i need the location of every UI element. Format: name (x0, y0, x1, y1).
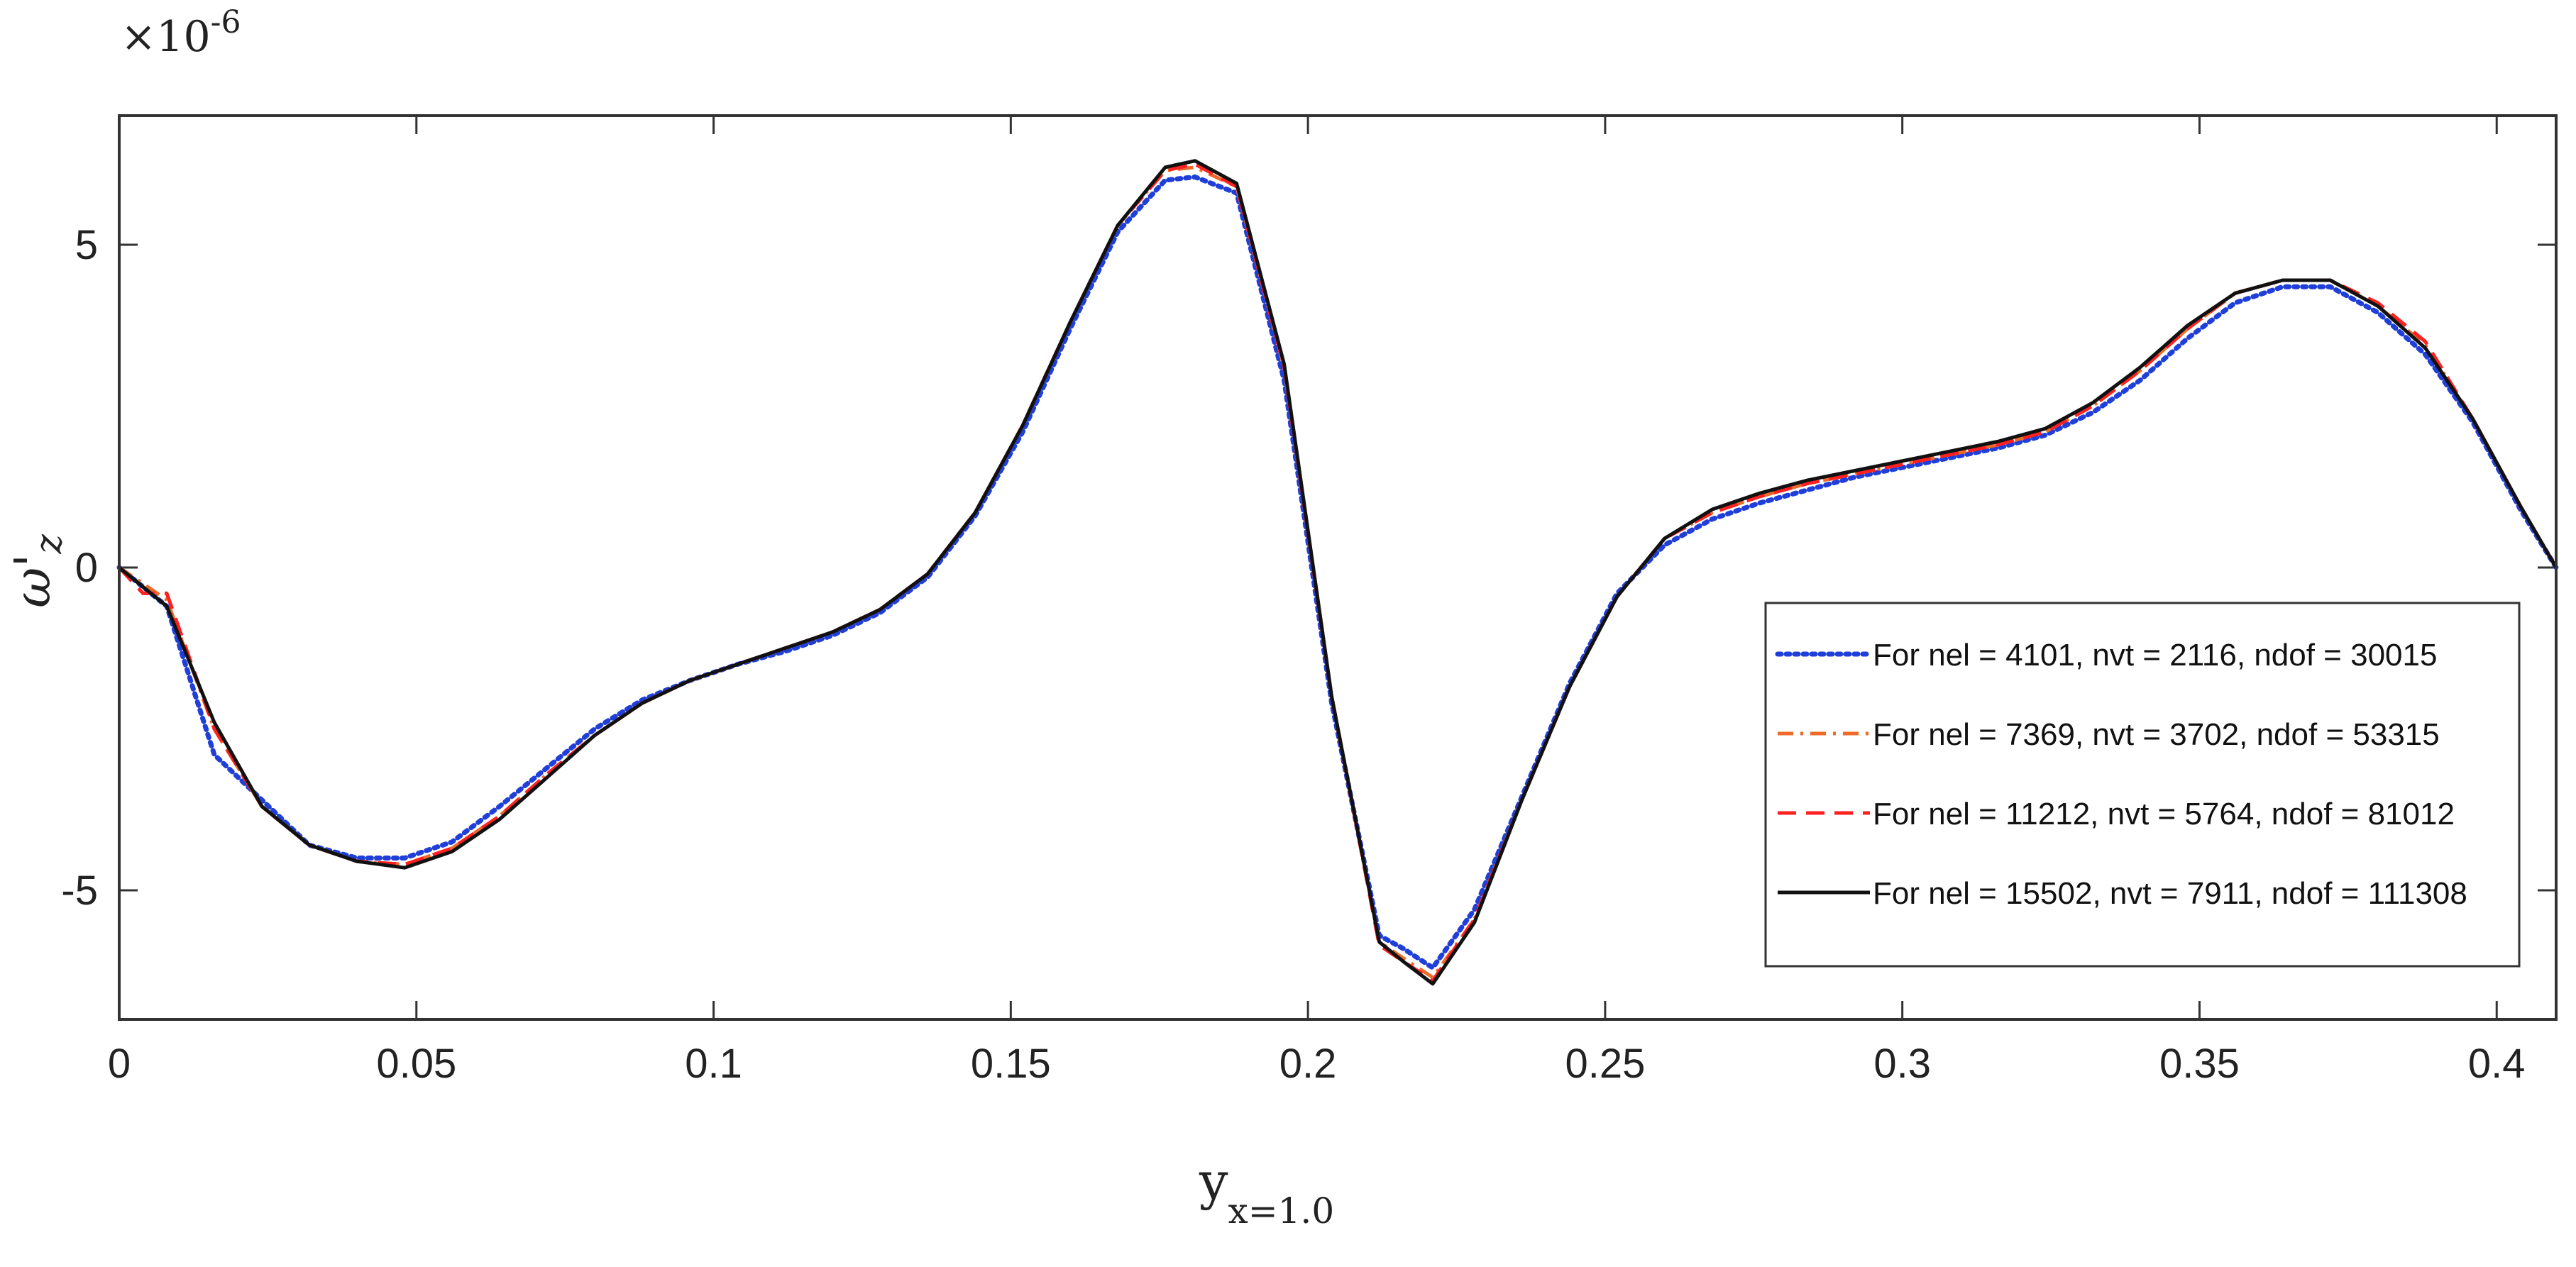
x-tick-label: 0.1 (685, 1041, 742, 1087)
legend: For nel = 4101, nvt = 2116, ndof = 30015… (1764, 602, 2521, 968)
y-tick-label: 5 (75, 222, 98, 268)
x-tick-label: 0.25 (1565, 1041, 1645, 1087)
x-tick-label: 0.3 (1873, 1041, 1931, 1087)
y-tick-label: -5 (61, 868, 98, 914)
y-axis-label-base: ω (4, 568, 62, 608)
x-axis-label-base: y (1199, 1151, 1228, 1211)
x-axis-label: yx=1.0 (1199, 1151, 1334, 1232)
legend-items: For nel = 4101, nvt = 2116, ndof = 30015… (1775, 638, 2467, 911)
y-axis-label-prime: ' (4, 554, 62, 568)
series-line-4 (118, 159, 2558, 986)
y-axis-exponent: ×10-6 (121, 4, 241, 62)
plot-area-frame (118, 114, 2558, 1021)
y-tick-label: 0 (75, 545, 98, 591)
x-tick-label: 0.2 (1279, 1041, 1337, 1087)
y-axis-label-subscript: z (28, 534, 70, 555)
y-axis-exponent-base: ×10 (121, 12, 211, 62)
legend-label-3: For nel = 11212, nvt = 5764, ndof = 8101… (1873, 797, 2455, 831)
x-tick-label: 0.4 (2468, 1041, 2526, 1087)
legend-label-1: For nel = 4101, nvt = 2116, ndof = 30015 (1873, 638, 2437, 673)
series-lines (116, 159, 2559, 986)
x-axis-label-subscript: x=1.0 (1228, 1190, 1335, 1232)
legend-box (1764, 602, 2521, 968)
x-tick-label: 0.05 (376, 1041, 456, 1087)
legend-label-4: For nel = 15502, nvt = 7911, ndof = 1113… (1873, 876, 2467, 911)
y-axis-label: ω'z (4, 534, 70, 608)
x-tick-label: 0.15 (971, 1041, 1051, 1087)
x-tick-label: 0 (108, 1041, 131, 1087)
x-tick-label: 0.35 (2159, 1041, 2240, 1087)
legend-label-2: For nel = 7369, nvt = 3702, ndof = 53315 (1873, 717, 2440, 752)
y-axis-exponent-power: -6 (211, 4, 241, 40)
